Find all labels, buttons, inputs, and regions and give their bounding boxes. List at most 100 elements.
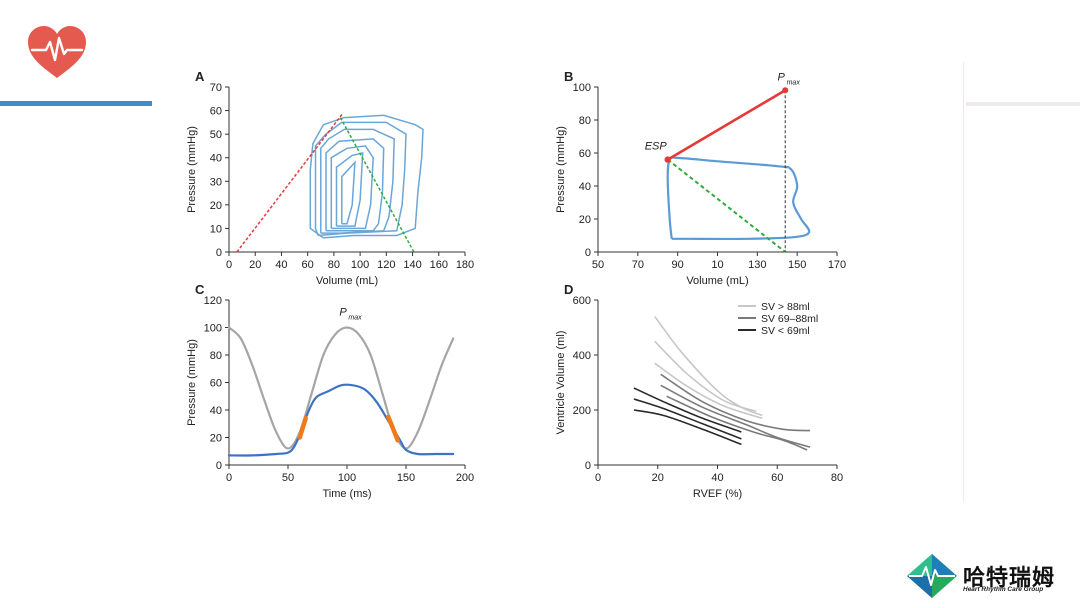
x-tick-label: 10 <box>711 259 723 271</box>
panel-label: B <box>564 69 573 84</box>
pv-loop <box>314 121 407 237</box>
pv-loop <box>330 145 374 230</box>
y-tick-label: 0 <box>216 247 222 259</box>
y-tick-label: 70 <box>210 82 222 94</box>
pmax-sub-label: max <box>348 315 362 322</box>
x-tick-label: 150 <box>397 472 415 484</box>
x-tick-label: 160 <box>430 259 448 271</box>
pv-loop <box>309 116 345 239</box>
y-tick-label: 0 <box>585 460 591 472</box>
y-tick-label: 0 <box>585 247 591 259</box>
ea-line <box>667 158 786 253</box>
y-tick-label: 40 <box>210 405 222 417</box>
pmax-point <box>782 87 789 94</box>
y-axis-label: Pressure (mmHg) <box>186 339 198 426</box>
y-tick-label: 80 <box>210 350 222 362</box>
x-tick-label: 60 <box>302 259 314 271</box>
brand-logo: 哈特瑞姆 Heart Rhythm Care Group <box>905 552 1065 600</box>
series-line <box>633 409 742 446</box>
y-tick-label: 200 <box>573 405 591 417</box>
pv-loop <box>341 160 356 225</box>
divider-line <box>963 62 964 502</box>
brand-name: 哈特瑞姆 <box>963 566 1056 591</box>
pmax-sub-label: max <box>787 79 801 86</box>
x-tick-label: 170 <box>828 259 846 271</box>
x-tick-label: 0 <box>226 472 232 484</box>
accent-bar-left <box>0 101 152 106</box>
y-axis-label: Pressure (mmHg) <box>186 126 198 213</box>
y-tick-label: 120 <box>204 295 222 307</box>
pv-loop <box>320 128 395 234</box>
panel-d: 0 20 40 60 80 0 200 400 600 RVEF (%) Ventricle Vol… <box>555 282 843 500</box>
series-line <box>660 373 811 432</box>
y-tick-label: 10 <box>210 223 222 235</box>
heart-logo-icon <box>28 26 86 78</box>
y-tick-label: 0 <box>216 460 222 472</box>
x-tick-label: 100 <box>338 472 356 484</box>
x-tick-label: 80 <box>328 259 340 271</box>
x-tick-label: 20 <box>652 472 664 484</box>
legend-label: SV 69–88ml <box>761 313 818 325</box>
fit-line <box>339 117 415 253</box>
x-tick-label: 150 <box>788 259 806 271</box>
panel-label: C <box>195 282 205 297</box>
y-tick-label: 20 <box>210 433 222 445</box>
panel-c: 0 50 100 150 200 0 20 40 60 80 100 120 Time (ms) Pres… <box>186 282 474 500</box>
pv-loop <box>323 114 424 239</box>
esp-point <box>664 156 671 163</box>
accent-bar-right <box>966 102 1080 106</box>
series-line <box>654 316 763 417</box>
series-line-isovolumic-segment-1 <box>297 416 308 440</box>
x-tick-label: 40 <box>275 259 287 271</box>
series-line <box>660 384 811 448</box>
x-tick-label: 100 <box>351 259 369 271</box>
y-tick-label: 20 <box>210 200 222 212</box>
x-tick-label: 50 <box>282 472 294 484</box>
x-axis-label: RVEF (%) <box>693 488 742 500</box>
x-tick-label: 140 <box>403 259 421 271</box>
brand-subtitle: Heart Rhythm Care Group <box>963 586 1044 593</box>
pv-loop <box>325 138 385 232</box>
x-tick-label: 130 <box>748 259 766 271</box>
y-tick-label: 400 <box>573 350 591 362</box>
x-axis-label: Volume (mL) <box>686 275 748 287</box>
series-line <box>633 398 742 440</box>
panel-label: D <box>564 282 573 297</box>
series-line <box>654 362 763 420</box>
x-tick-label: 70 <box>632 259 644 271</box>
x-tick-label: 180 <box>456 259 474 271</box>
y-tick-label: 100 <box>573 82 591 94</box>
legend-label: SV > 88ml <box>761 301 810 313</box>
y-tick-label: 60 <box>210 106 222 118</box>
y-tick-label: 600 <box>573 295 591 307</box>
y-tick-label: 80 <box>579 115 591 127</box>
x-tick-label: 200 <box>456 472 474 484</box>
x-tick-label: 90 <box>672 259 684 271</box>
series-line-ejecting <box>227 383 455 457</box>
series-line-isovolumic-segment-2 <box>386 414 400 443</box>
pmax-label: P <box>339 307 347 319</box>
x-tick-label: 120 <box>377 259 395 271</box>
x-tick-label: 80 <box>831 472 843 484</box>
pv-loop <box>666 156 811 241</box>
y-tick-label: 40 <box>210 153 222 165</box>
x-axis-label: Time (ms) <box>322 488 371 500</box>
diamond-logo-icon <box>907 554 957 598</box>
x-tick-label: 0 <box>226 259 232 271</box>
x-tick-label: 50 <box>592 259 604 271</box>
esp-label: ESP <box>645 141 668 153</box>
x-tick-label: 40 <box>711 472 723 484</box>
panel-a: 0 20 40 60 80 100 120 140 160 180 0 10 20 30 40 50 60 70 V… <box>186 69 474 287</box>
y-tick-label: 100 <box>204 323 222 335</box>
y-tick-label: 60 <box>579 148 591 160</box>
y-tick-label: 50 <box>210 129 222 141</box>
fit-line <box>236 112 344 253</box>
panel-b: 50 70 90 10 130 150 170 0 20 40 60 80 100 Volume (mL)… <box>555 69 846 287</box>
x-tick-label: 60 <box>771 472 783 484</box>
x-tick-label: 0 <box>595 472 601 484</box>
legend-label: SV < 69ml <box>761 325 810 337</box>
y-tick-label: 30 <box>210 176 222 188</box>
pv-loop <box>335 152 364 227</box>
pmax-label: P <box>778 71 786 83</box>
